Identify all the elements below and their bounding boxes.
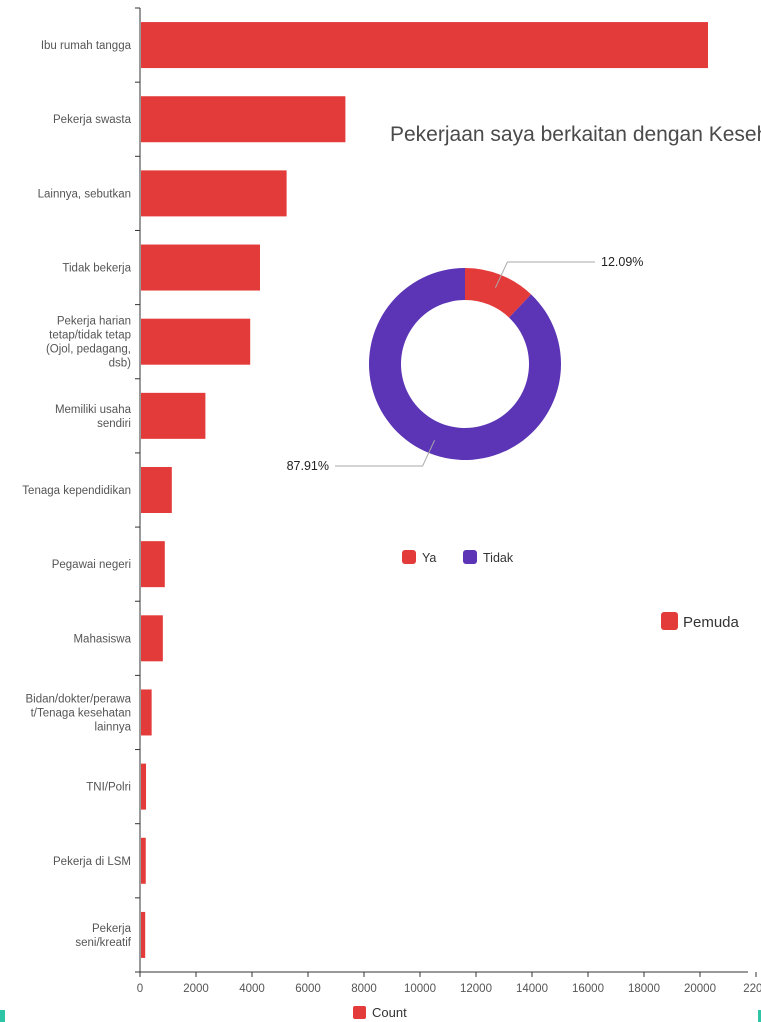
category-label-pekerja-swasta: Pekerja swasta: [53, 114, 132, 126]
category-label-pekerja-harian-tetap-tidak-tetap-ojol-pedagang-dsb: Pekerja harian tetap/tidak tetap (Ojol, pe…: [46, 316, 131, 370]
bar-pekerja-seni-kreatif[interactable]: [141, 911, 146, 958]
bar-tidak-bekerja[interactable]: [141, 244, 260, 291]
legend-swatch-count: [353, 1006, 366, 1019]
legend-label-pemuda: Pemuda: [683, 614, 740, 631]
bar-bidan-dokter-perawat-tenaga-kesehatan-lainnya[interactable]: [141, 689, 152, 736]
legend-label-count: Count: [372, 1005, 407, 1020]
category-label-tenaga-kependidikan: Tenaga kependidikan: [22, 485, 131, 497]
x-tick-label-8000: 8000: [351, 983, 377, 995]
category-label-memiliki-usaha-sendiri: Memiliki usaha sendiri: [55, 404, 132, 430]
bar-pekerja-swasta[interactable]: [141, 96, 346, 143]
category-labels: Ibu rumah tangga Pekerja swasta Lainnya, s…: [22, 40, 132, 949]
axes: [135, 7, 757, 977]
bar-memiliki-usaha-sendiri[interactable]: [141, 392, 206, 439]
edge-marker-right: [758, 1010, 761, 1022]
donut-legend[interactable]: Ya Tidak: [402, 550, 514, 565]
x-tick-label-18000: 18000: [628, 983, 660, 995]
x-tick-label-20000: 20000: [684, 983, 716, 995]
donut-slices: [369, 268, 561, 461]
category-label-bidan-dokter-perawat-tenaga-kesehatan-lainnya: Bidan/dokter/perawa t/Tenaga kesehatan lai…: [26, 693, 132, 733]
x-tick-label-0: 0: [137, 983, 143, 995]
side-legend[interactable]: Pemuda: [661, 612, 740, 631]
x-tick-label-2200: 2200: [743, 983, 761, 995]
pct-label-tidak: 87.91%: [287, 459, 329, 473]
bar-legend[interactable]: Count: [353, 1005, 407, 1020]
category-label-lainnya-sebutkan: Lainnya, sebutkan: [38, 188, 131, 200]
category-label-pekerja-seni-kreatif: Pekerja seni/kreatif: [75, 923, 131, 949]
bar-pekerja-harian-tetap-tidak-tetap-ojol-pedagang-dsb[interactable]: [141, 318, 251, 365]
category-label-pegawai-negeri: Pegawai negeri: [52, 559, 131, 571]
category-label-tidak-bekerja: Tidak bekerja: [62, 263, 131, 275]
donut-legend-label-ya: Ya: [422, 551, 436, 565]
bar-pekerja-di-lsm[interactable]: [141, 837, 146, 884]
category-label-mahasiswa: Mahasiswa: [73, 633, 131, 645]
bar-tni-polri[interactable]: [141, 763, 147, 810]
leader-line-ya: [494, 261, 595, 289]
x-tick-label-14000: 14000: [516, 983, 548, 995]
x-tick-label-6000: 6000: [295, 983, 321, 995]
donut-slice-tidak[interactable]: [369, 268, 561, 461]
bar-ibu-rumah-tangga[interactable]: [141, 22, 708, 69]
bar-chart: Ibu rumah tangga Pekerja swasta Lainnya, s…: [22, 7, 761, 1020]
donut-slice-ya[interactable]: [465, 268, 532, 318]
category-label-pekerja-di-lsm: Pekerja di LSM: [53, 856, 131, 868]
category-label-tni-polri: TNI/Polri: [86, 782, 131, 794]
bar-tenaga-kependidikan[interactable]: [141, 467, 172, 513]
category-label-ibu-rumah-tangga: Ibu rumah tangga: [41, 40, 132, 52]
x-tick-label-12000: 12000: [460, 983, 492, 995]
x-tick-label-10000: 10000: [404, 983, 436, 995]
x-tick-labels: 0 2000 4000 6000 8000 10000 12000 14000 16000 180…: [137, 983, 761, 995]
x-tick-label-2000: 2000: [183, 983, 209, 995]
donut-leader-lines: 12.09% 87.91%: [287, 255, 644, 473]
bar-lainnya-sebutkan[interactable]: [141, 170, 287, 217]
donut-legend-swatch-tidak: [463, 550, 477, 564]
leader-line-tidak: [335, 439, 436, 467]
legend-swatch-pemuda: [661, 612, 678, 630]
donut-title: Pekerjaan saya berkaitan dengan Kesehata…: [390, 123, 761, 146]
pct-label-ya: 12.09%: [601, 255, 643, 269]
donut-chart: Pekerjaan saya berkaitan dengan Kesehata…: [287, 123, 761, 565]
bar-pegawai-negeri[interactable]: [141, 541, 165, 588]
x-tick-label-16000: 16000: [572, 983, 604, 995]
x-tick-label-4000: 4000: [239, 983, 265, 995]
edge-marker-left: [0, 1010, 5, 1022]
donut-legend-swatch-ya: [402, 550, 416, 564]
donut-legend-label-tidak: Tidak: [483, 551, 514, 565]
bars: [141, 22, 708, 958]
bar-mahasiswa[interactable]: [141, 615, 163, 662]
